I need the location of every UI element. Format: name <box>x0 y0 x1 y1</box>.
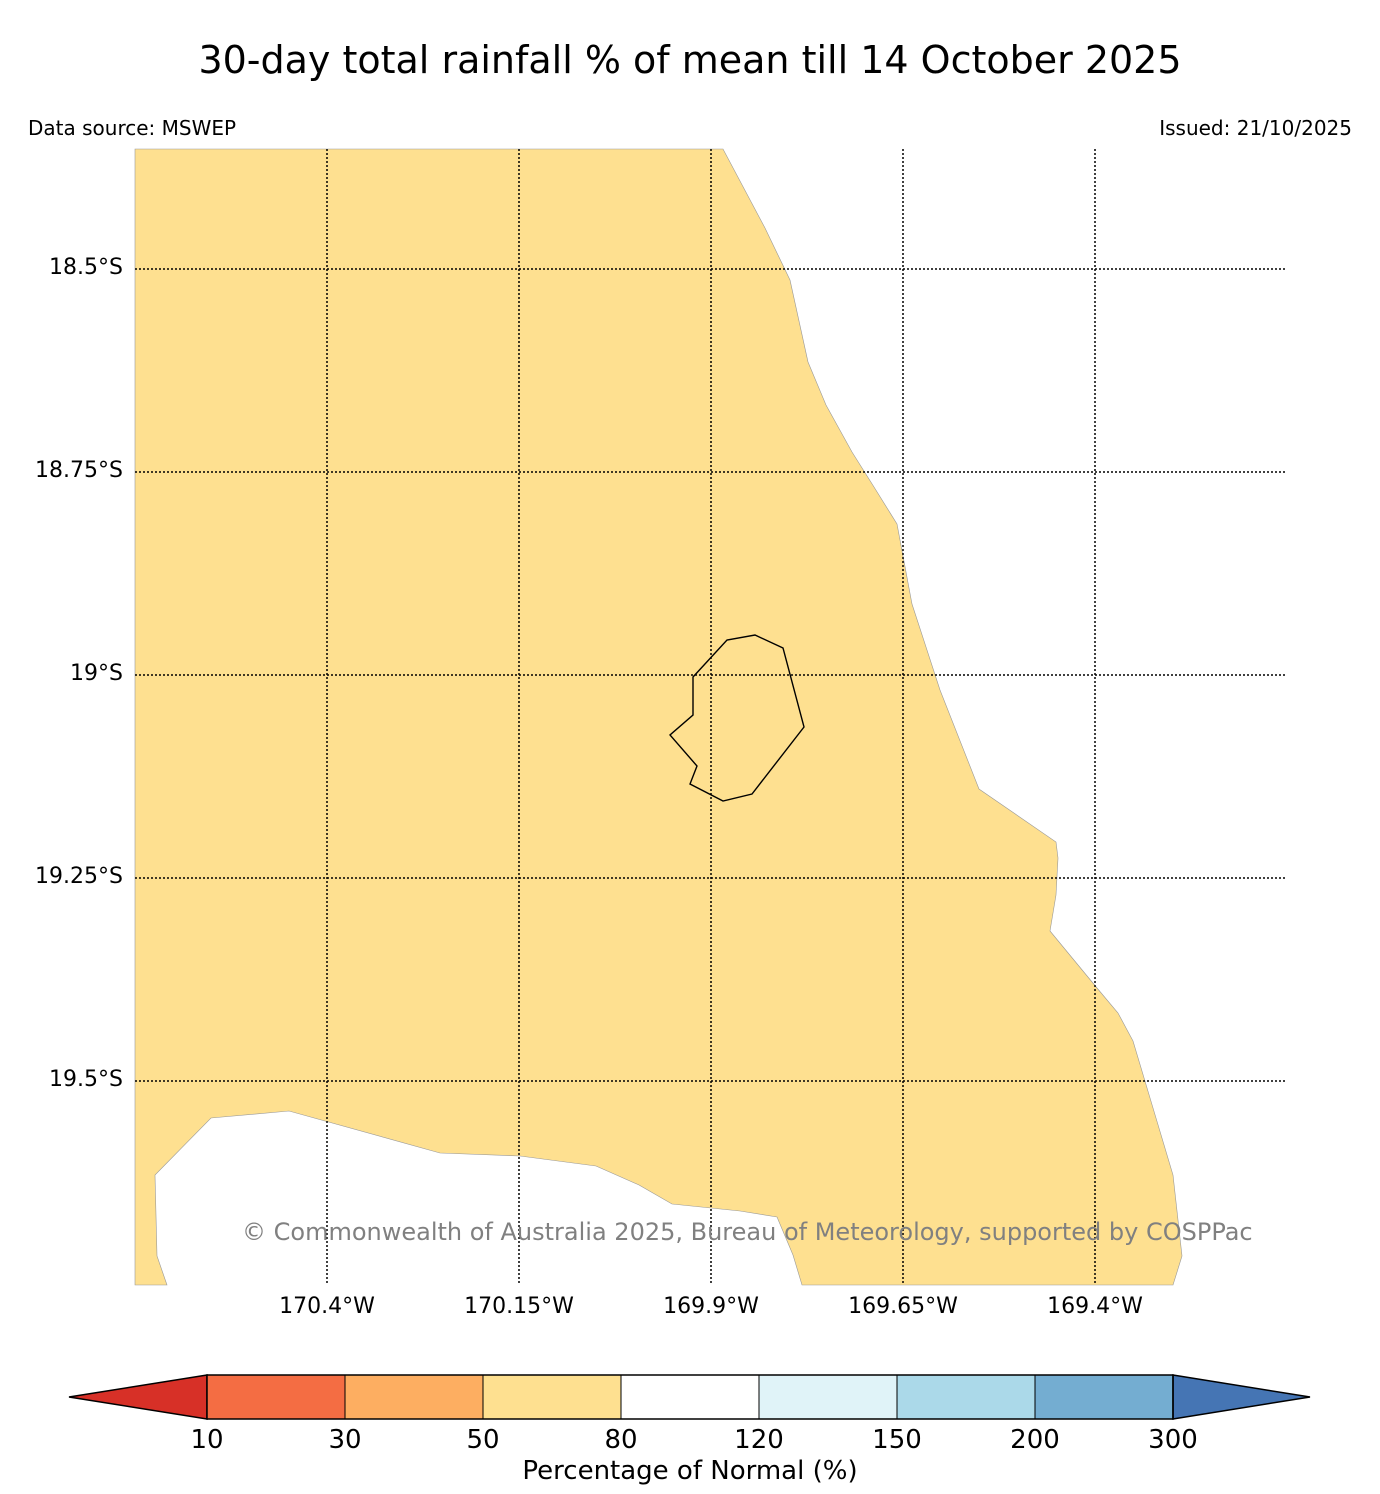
longitude-gridlines <box>326 149 1096 1285</box>
colorbar-tick-label: 30 <box>328 1425 362 1455</box>
colorbar-title: Percentage of Normal (%) <box>522 1456 858 1486</box>
data-source-label: Data source: MSWEP <box>28 116 237 140</box>
colorbar-tick-label: 300 <box>1148 1425 1198 1455</box>
colorbar-tick-label: 10 <box>190 1425 224 1455</box>
colorbar-segment <box>620 1374 760 1420</box>
colorbar-segment <box>758 1374 898 1420</box>
colorbar <box>68 1374 1311 1420</box>
colorbar-under-arrow <box>68 1374 208 1420</box>
latitude-label: 18.75°S <box>35 458 123 483</box>
latitude-label: 18.5°S <box>49 255 123 280</box>
island-outline <box>669 634 805 802</box>
latitude-label: 19°S <box>70 661 123 686</box>
longitude-label: 170.4°W <box>279 1294 375 1319</box>
colorbar-tick-label: 150 <box>872 1425 922 1455</box>
longitude-label: 169.4°W <box>1047 1294 1143 1319</box>
colorbar-tick-label: 80 <box>604 1425 638 1455</box>
longitude-label: 170.15°W <box>464 1294 574 1319</box>
colorbar-outline <box>206 1374 1174 1420</box>
land-region <box>134 148 1183 1286</box>
colorbar-tick-label: 50 <box>466 1425 500 1455</box>
copyright-notice: © Commonwealth of Australia 2025, Bureau… <box>242 1218 1253 1246</box>
colorbar-segment <box>896 1374 1036 1420</box>
longitude-label: 169.9°W <box>663 1294 759 1319</box>
colorbar-segment <box>1034 1374 1174 1420</box>
colorbar-over-arrow <box>1172 1374 1311 1420</box>
colorbar-segment <box>344 1374 484 1420</box>
latitude-label: 19.5°S <box>49 1067 123 1092</box>
colorbar-tick-label: 120 <box>734 1425 784 1455</box>
colorbar-tick-label: 200 <box>1010 1425 1060 1455</box>
map-title: 30-day total rainfall % of mean till 14 … <box>198 38 1182 82</box>
issued-date-label: Issued: 21/10/2025 <box>1159 116 1352 140</box>
colorbar-segment <box>482 1374 622 1420</box>
colorbar-segment <box>206 1374 346 1420</box>
latitude-label: 19.25°S <box>35 864 123 889</box>
longitude-label: 169.65°W <box>848 1294 958 1319</box>
